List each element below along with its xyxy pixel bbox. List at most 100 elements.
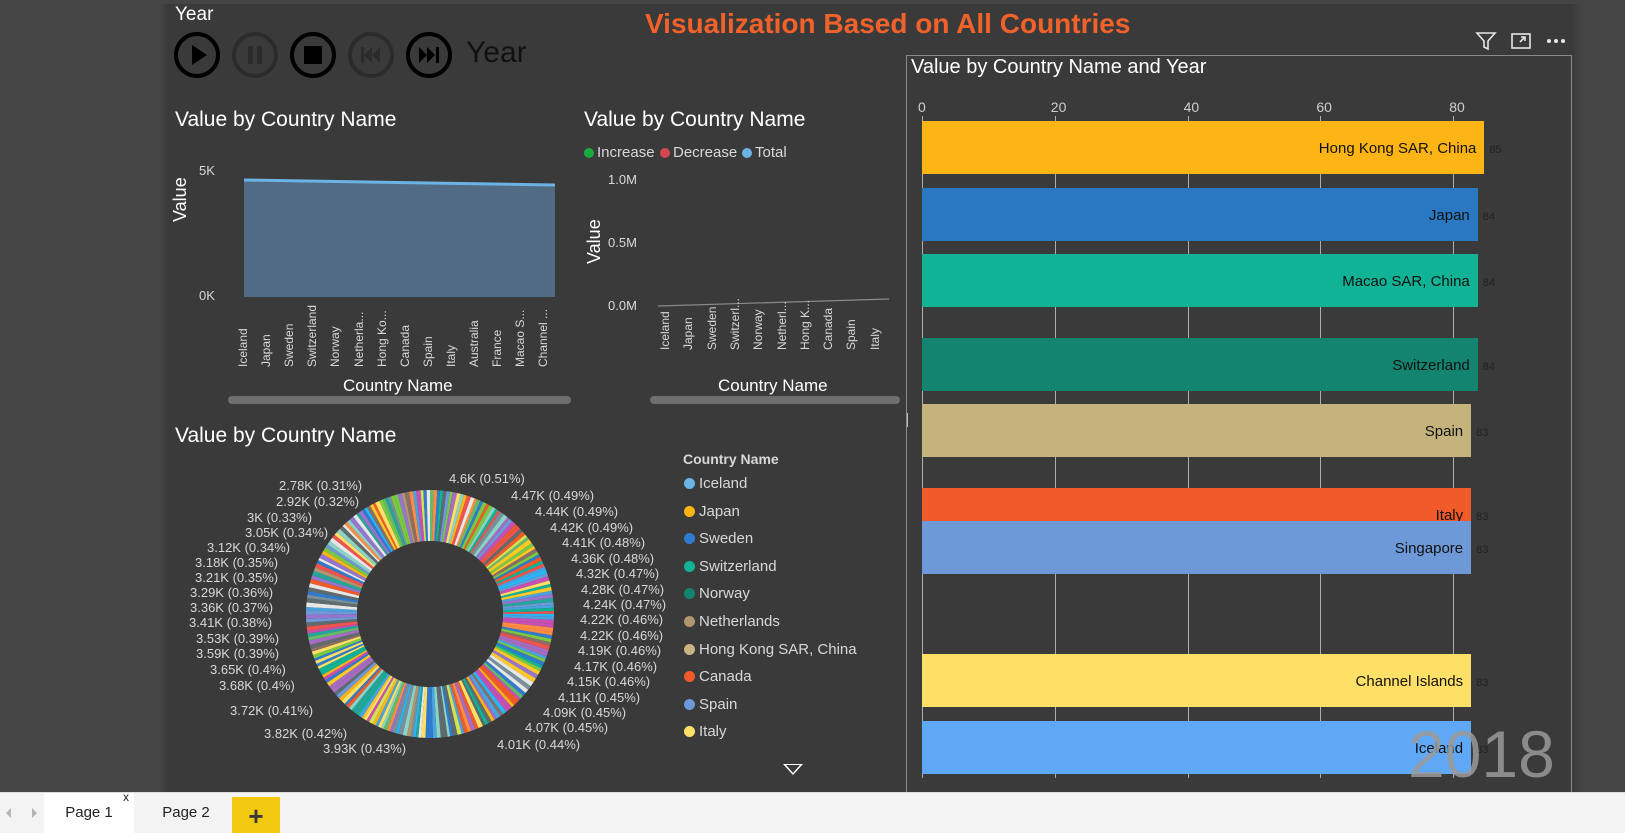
donut-slice[interactable] bbox=[483, 528, 523, 566]
donut-slice[interactable] bbox=[368, 677, 397, 724]
donut-slice[interactable] bbox=[478, 521, 516, 562]
donut-slice[interactable] bbox=[479, 666, 517, 706]
donut-slice[interactable] bbox=[382, 498, 404, 547]
donut-slice[interactable] bbox=[464, 677, 492, 724]
donut-slice[interactable] bbox=[406, 685, 419, 737]
donut-slice[interactable] bbox=[353, 514, 387, 557]
donut-slice[interactable] bbox=[491, 545, 536, 576]
donut-slice[interactable] bbox=[475, 517, 510, 559]
donut-slice[interactable] bbox=[336, 661, 377, 699]
donut-slice[interactable] bbox=[364, 507, 393, 553]
donut-slice[interactable] bbox=[502, 613, 554, 617]
bar[interactable] bbox=[922, 254, 1478, 307]
area-chart-scrollbar[interactable] bbox=[228, 396, 571, 404]
donut-slice[interactable] bbox=[496, 642, 545, 666]
donut-slice[interactable] bbox=[332, 534, 374, 570]
bar[interactable] bbox=[922, 654, 1472, 707]
add-page-button[interactable]: + bbox=[232, 797, 280, 833]
donut-slice[interactable] bbox=[306, 621, 358, 631]
donut-slice[interactable] bbox=[309, 632, 360, 649]
donut-slice[interactable] bbox=[306, 619, 358, 627]
tab-scroll-right-icon[interactable] bbox=[32, 808, 37, 818]
donut-slice[interactable] bbox=[496, 563, 545, 587]
donut-slice[interactable] bbox=[311, 636, 362, 655]
waterfall-scrollbar[interactable] bbox=[650, 396, 900, 404]
donut-slice[interactable] bbox=[426, 490, 430, 542]
bar[interactable] bbox=[922, 338, 1478, 391]
donut-slice[interactable] bbox=[492, 649, 539, 679]
donut-slice[interactable] bbox=[390, 495, 410, 545]
donut-slice[interactable] bbox=[306, 607, 358, 612]
donut-slice[interactable] bbox=[404, 491, 418, 543]
donut-slice[interactable] bbox=[326, 654, 371, 687]
donut-slice[interactable] bbox=[467, 675, 497, 720]
donut-slice[interactable] bbox=[346, 519, 383, 560]
donut-slice[interactable] bbox=[379, 499, 403, 548]
donut-slice[interactable] bbox=[366, 505, 395, 552]
donut-slice[interactable] bbox=[466, 676, 495, 722]
donut-slice[interactable] bbox=[317, 644, 365, 669]
donut-slice[interactable] bbox=[308, 587, 359, 601]
donut-slice[interactable] bbox=[450, 683, 468, 734]
donut-slice[interactable] bbox=[501, 624, 553, 636]
donut-slice[interactable] bbox=[484, 660, 526, 696]
donut-slice[interactable] bbox=[459, 500, 484, 549]
bar[interactable] bbox=[922, 521, 1472, 574]
donut-slice[interactable] bbox=[440, 686, 451, 737]
donut-slice[interactable] bbox=[502, 607, 554, 613]
donut-slice[interactable] bbox=[409, 491, 420, 543]
donut-slice[interactable] bbox=[448, 493, 465, 544]
donut-slice[interactable] bbox=[497, 639, 547, 660]
donut-slice[interactable] bbox=[486, 658, 529, 693]
donut-slice[interactable] bbox=[323, 547, 369, 577]
donut-slice[interactable] bbox=[501, 628, 552, 643]
donut-slice[interactable] bbox=[361, 674, 392, 719]
donut-slice[interactable] bbox=[341, 665, 380, 704]
donut-slice[interactable] bbox=[375, 500, 401, 549]
donut-slice[interactable] bbox=[481, 526, 521, 564]
donut-slice[interactable] bbox=[307, 623, 358, 634]
focus-mode-icon[interactable] bbox=[1510, 30, 1532, 52]
donut-slice[interactable] bbox=[484, 531, 526, 568]
donut-slice[interactable] bbox=[415, 686, 424, 738]
donut-slice[interactable] bbox=[320, 647, 367, 676]
donut-slice[interactable] bbox=[401, 492, 416, 543]
donut-slice[interactable] bbox=[323, 651, 369, 681]
donut-slice[interactable] bbox=[494, 556, 542, 583]
donut-slice[interactable] bbox=[499, 635, 549, 654]
donut-slice[interactable] bbox=[412, 490, 422, 542]
donut-slice[interactable] bbox=[428, 686, 433, 738]
legend-item[interactable]: Hong Kong SAR, China bbox=[684, 641, 857, 658]
donut-slice[interactable] bbox=[416, 490, 425, 542]
donut-slice[interactable] bbox=[458, 680, 483, 729]
donut-slice[interactable] bbox=[480, 664, 519, 703]
bar[interactable] bbox=[922, 121, 1485, 174]
legend-item[interactable]: Decrease bbox=[660, 144, 737, 161]
donut-slice[interactable] bbox=[486, 534, 528, 569]
legend-item[interactable]: Netherlands bbox=[684, 613, 780, 630]
donut-slice[interactable] bbox=[378, 680, 402, 728]
donut-slice[interactable] bbox=[370, 503, 397, 551]
donut-slice[interactable] bbox=[306, 602, 358, 610]
donut-slice[interactable] bbox=[480, 524, 518, 563]
donut-slice[interactable] bbox=[334, 532, 376, 568]
donut-slice[interactable] bbox=[309, 578, 361, 596]
donut-slice[interactable] bbox=[493, 551, 539, 579]
more-options-icon[interactable] bbox=[1545, 30, 1567, 52]
legend-item[interactable]: Canada bbox=[684, 668, 752, 685]
donut-slice[interactable] bbox=[464, 505, 493, 551]
donut-slice[interactable] bbox=[319, 553, 367, 581]
bar[interactable] bbox=[922, 721, 1472, 774]
donut-slice[interactable] bbox=[456, 498, 478, 547]
donut-slice[interactable] bbox=[478, 667, 515, 708]
donut-slice[interactable] bbox=[494, 554, 541, 581]
donut-slice[interactable] bbox=[502, 617, 554, 624]
donut-slice[interactable] bbox=[381, 681, 403, 729]
donut-slice[interactable] bbox=[394, 494, 411, 545]
donut-slice[interactable] bbox=[482, 663, 521, 701]
donut-slice[interactable] bbox=[502, 622, 554, 633]
legend-item[interactable]: Spain bbox=[684, 696, 737, 713]
donut-slice[interactable] bbox=[463, 503, 490, 550]
donut-slice[interactable] bbox=[398, 684, 414, 735]
tab-page-2[interactable]: Page 2 bbox=[140, 793, 232, 833]
